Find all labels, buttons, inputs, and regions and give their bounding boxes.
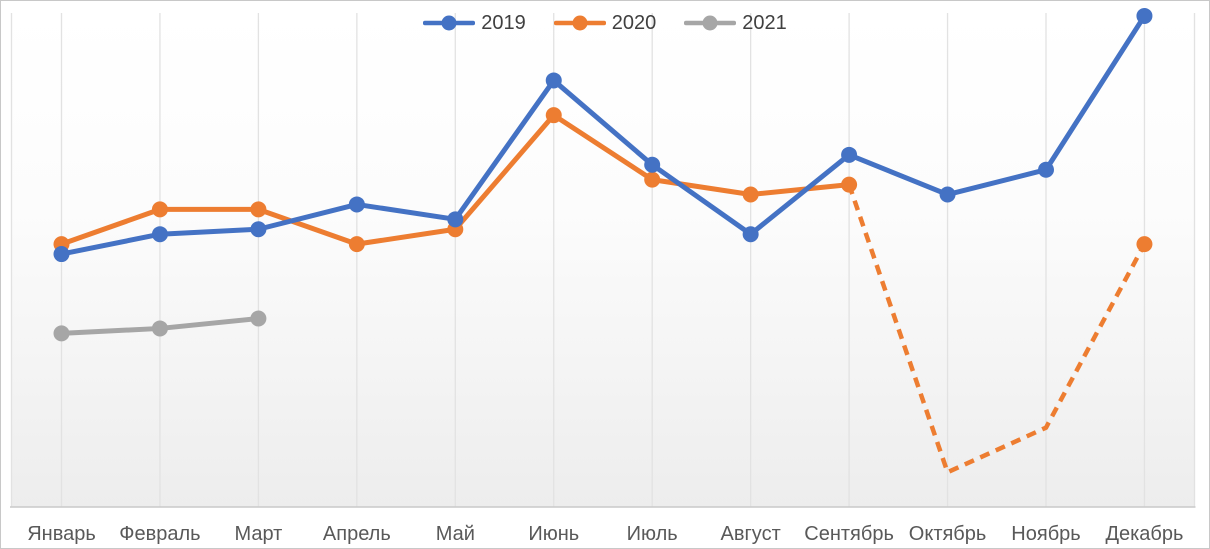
data-point-marker-2020: [644, 171, 661, 188]
data-point-marker-2020: [348, 236, 365, 253]
series-dashed-line-2020: [846, 183, 1147, 475]
data-point-marker-2019: [545, 72, 562, 89]
data-point-marker-2019: [250, 221, 267, 238]
data-point-marker-2019: [53, 246, 70, 263]
data-point-marker-2019: [1136, 7, 1153, 24]
x-axis-label: Апрель: [322, 523, 391, 545]
x-axis-label: Январь: [27, 523, 96, 545]
x-axis-label: Сентябрь: [804, 523, 894, 545]
data-point-marker-2019: [841, 146, 858, 163]
legend-label: 2019: [481, 12, 526, 34]
legend-label: 2021: [742, 12, 787, 34]
x-axis-label: Февраль: [119, 523, 201, 545]
x-axis-label: Декабрь: [1105, 523, 1184, 545]
data-point-marker-2020: [250, 201, 267, 218]
x-axis-label: Август: [720, 523, 781, 545]
legend-swatch-line-marker-icon: [553, 15, 606, 31]
data-point-marker-2020: [545, 107, 562, 124]
data-point-marker-2021: [151, 320, 168, 337]
x-axis-label: Июль: [626, 523, 678, 545]
data-point-marker-2020: [151, 201, 168, 218]
data-point-marker-2020: [1136, 236, 1153, 253]
data-point-marker-2019: [348, 196, 365, 213]
x-axis-label: Март: [234, 523, 283, 545]
data-point-marker-2019: [742, 226, 759, 243]
x-axis-label: Октябрь: [908, 523, 987, 545]
data-point-marker-2019: [644, 156, 661, 173]
data-point-marker-2021: [53, 325, 70, 342]
data-point-marker-2020: [841, 176, 858, 193]
legend-item-2019[interactable]: 2019: [423, 13, 526, 33]
data-point-marker-2019: [447, 211, 464, 228]
chart-legend: 2019 2020 2021: [1, 13, 1209, 33]
x-axis-label: Ноябрь: [1011, 523, 1081, 545]
legend-item-2020[interactable]: 2020: [553, 12, 657, 34]
data-point-marker-2019: [1038, 161, 1054, 178]
data-point-marker-2019: [939, 186, 956, 203]
plot-area-background: [11, 11, 1195, 507]
legend-swatch-line-marker-icon: [684, 15, 737, 31]
x-axis-label: Май: [435, 523, 475, 545]
legend-label: 2020: [611, 12, 657, 34]
legend-swatch-line-marker-icon: [423, 15, 476, 31]
x-axis-label: Июнь: [528, 523, 580, 545]
series-line-2019: [59, 13, 1147, 257]
data-point-marker-2020: [742, 186, 759, 203]
legend-item-2021[interactable]: 2021: [684, 13, 787, 33]
data-point-marker-2019: [151, 226, 168, 243]
data-point-marker-2021: [250, 310, 267, 327]
